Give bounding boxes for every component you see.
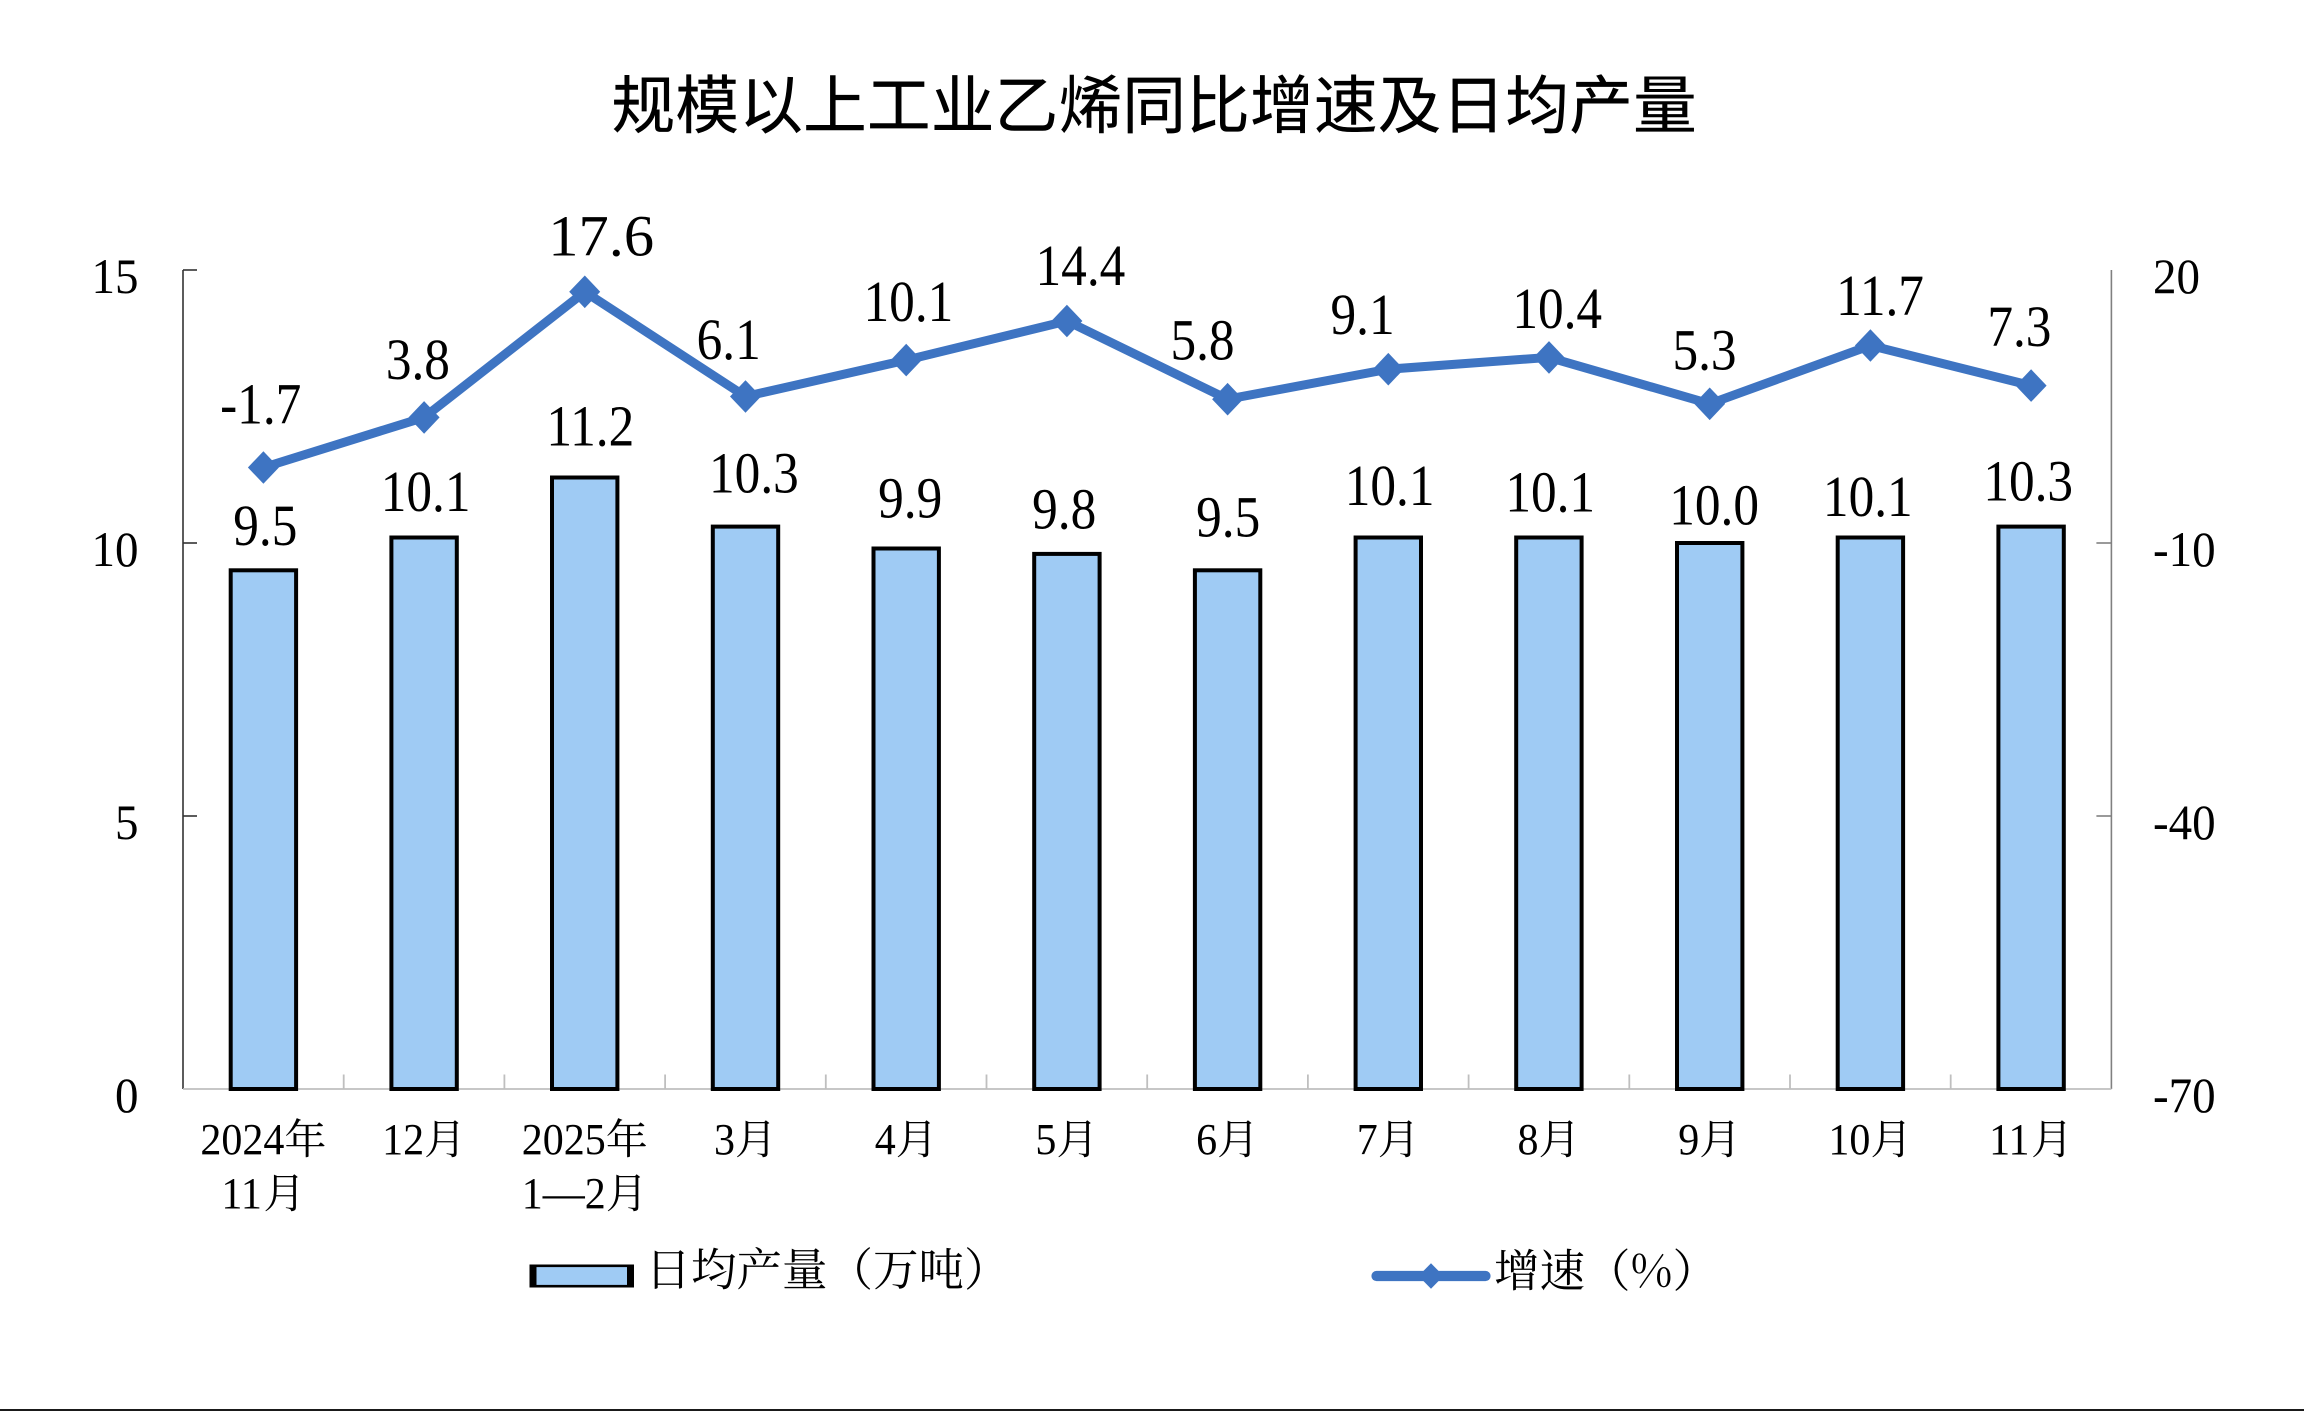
svg-text:0: 0 <box>115 1068 138 1124</box>
svg-text:9.5: 9.5 <box>233 493 297 557</box>
svg-text:6: 6 <box>1196 1115 1217 1165</box>
svg-text:10.1: 10.1 <box>1505 460 1595 524</box>
svg-text:20: 20 <box>2153 249 2200 305</box>
svg-text:7: 7 <box>1357 1115 1378 1165</box>
svg-text:-10: -10 <box>2153 522 2216 578</box>
svg-text:3.8: 3.8 <box>386 327 450 391</box>
svg-text:4: 4 <box>875 1115 896 1165</box>
svg-text:11.2: 11.2 <box>546 394 634 458</box>
svg-text:10: 10 <box>1828 1115 1870 1165</box>
svg-text:10.1: 10.1 <box>1345 453 1435 517</box>
svg-text:5.3: 5.3 <box>1672 318 1736 382</box>
svg-text:2025: 2025 <box>522 1115 606 1165</box>
svg-text:2024: 2024 <box>200 1115 284 1165</box>
svg-text:17.6: 17.6 <box>548 204 654 268</box>
svg-text:5: 5 <box>115 795 138 851</box>
svg-text:-40: -40 <box>2153 795 2216 851</box>
svg-text:9: 9 <box>1678 1115 1699 1165</box>
svg-text:11: 11 <box>1989 1115 2029 1165</box>
svg-text:10.0: 10.0 <box>1669 473 1759 537</box>
svg-text:6.1: 6.1 <box>697 307 761 371</box>
svg-text:1—2: 1—2 <box>522 1169 606 1219</box>
svg-text:8: 8 <box>1518 1115 1539 1165</box>
svg-text:10.4: 10.4 <box>1512 276 1602 340</box>
svg-text:11.7: 11.7 <box>1836 263 1924 327</box>
svg-text:10.1: 10.1 <box>1823 464 1913 528</box>
svg-text:10.1: 10.1 <box>381 459 471 523</box>
svg-text:9.8: 9.8 <box>1032 477 1096 541</box>
svg-text:9.1: 9.1 <box>1331 282 1395 346</box>
svg-text:5: 5 <box>1035 1115 1056 1165</box>
svg-text:10: 10 <box>92 522 139 578</box>
svg-text:7.3: 7.3 <box>1987 294 2051 358</box>
svg-text:15: 15 <box>92 249 139 305</box>
svg-text:-70: -70 <box>2153 1068 2216 1124</box>
svg-text:11: 11 <box>221 1169 261 1219</box>
svg-text:5.8: 5.8 <box>1170 308 1234 372</box>
svg-text:9.5: 9.5 <box>1196 485 1260 549</box>
svg-text:-1.7: -1.7 <box>220 372 301 436</box>
svg-text:9.9: 9.9 <box>878 466 942 530</box>
svg-text:3: 3 <box>714 1115 735 1165</box>
svg-text:14.4: 14.4 <box>1036 233 1126 297</box>
svg-text:10.3: 10.3 <box>1983 449 2073 513</box>
svg-text:10.3: 10.3 <box>709 441 799 505</box>
svg-text:12: 12 <box>382 1115 424 1165</box>
svg-text:10.1: 10.1 <box>864 269 954 333</box>
